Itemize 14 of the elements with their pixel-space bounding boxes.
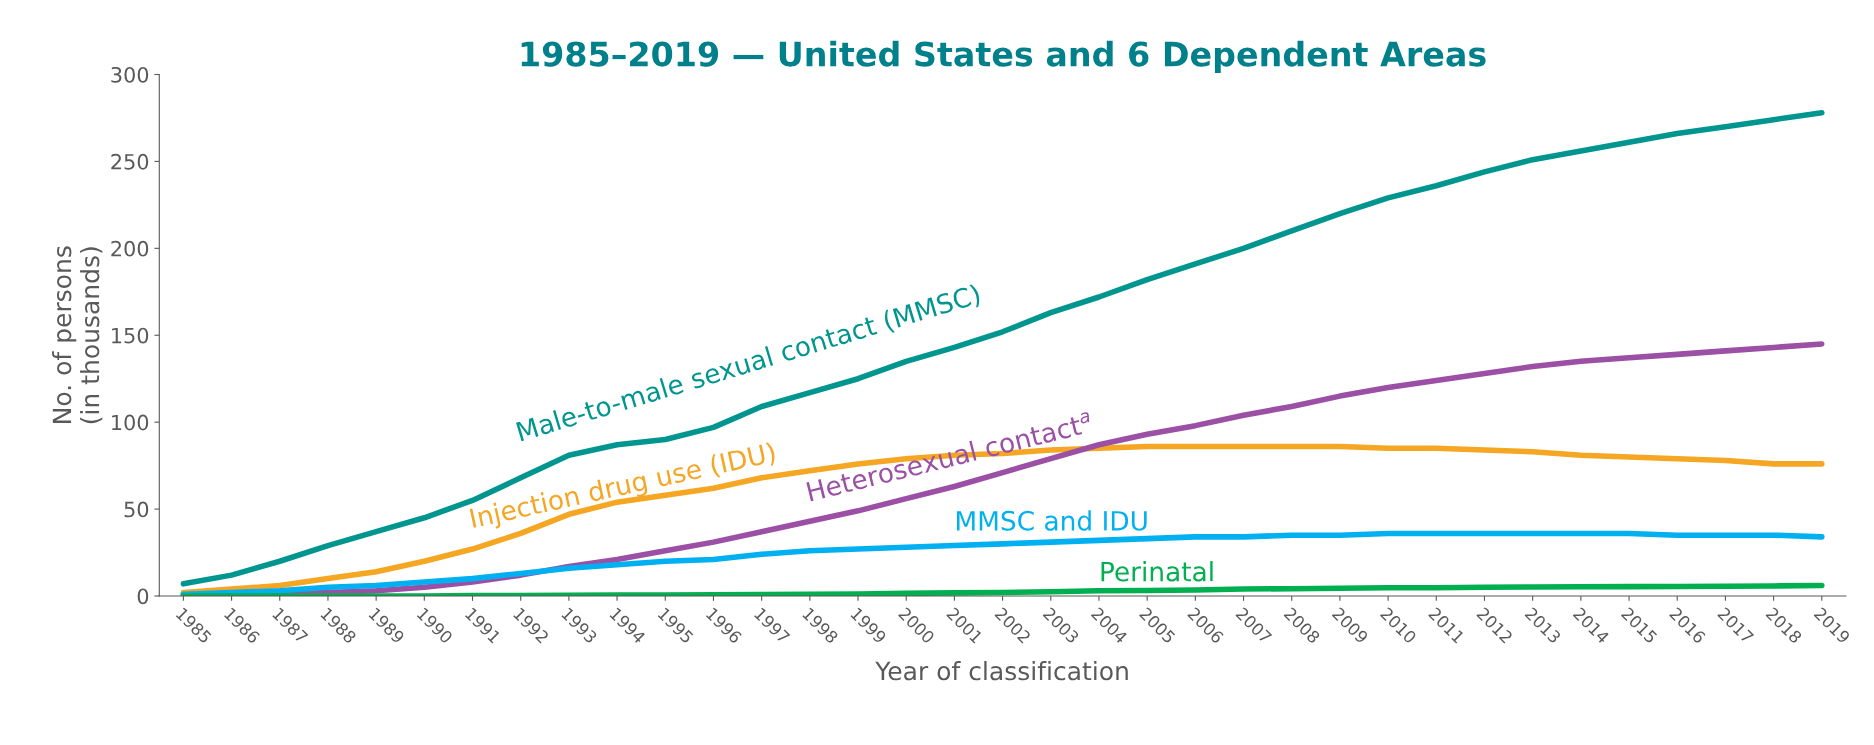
x-axis-title: Year of classification [875,661,1128,681]
y-axis-title: No. of persons (in thousands) [52,246,103,424]
series-label: Perinatal [1101,561,1213,582]
y-tick-label: 250 [111,153,149,170]
y-tick-label: 50 [124,501,149,518]
chart-title: 1985–2019 — United States and 6 Dependent Areas [521,40,1486,74]
y-tick-label: 200 [111,240,149,257]
text: Heterosexual contact$^{a}$ [806,411,1093,502]
text: Injection drug use (IDU) [469,441,777,534]
y-tick-label: 300 [111,66,149,83]
y-tick-label: 150 [112,327,149,344]
series-label: MMSC and IDU [956,510,1147,531]
y-tick-label: 0 [137,588,149,605]
y-tick-label: 100 [112,414,149,431]
